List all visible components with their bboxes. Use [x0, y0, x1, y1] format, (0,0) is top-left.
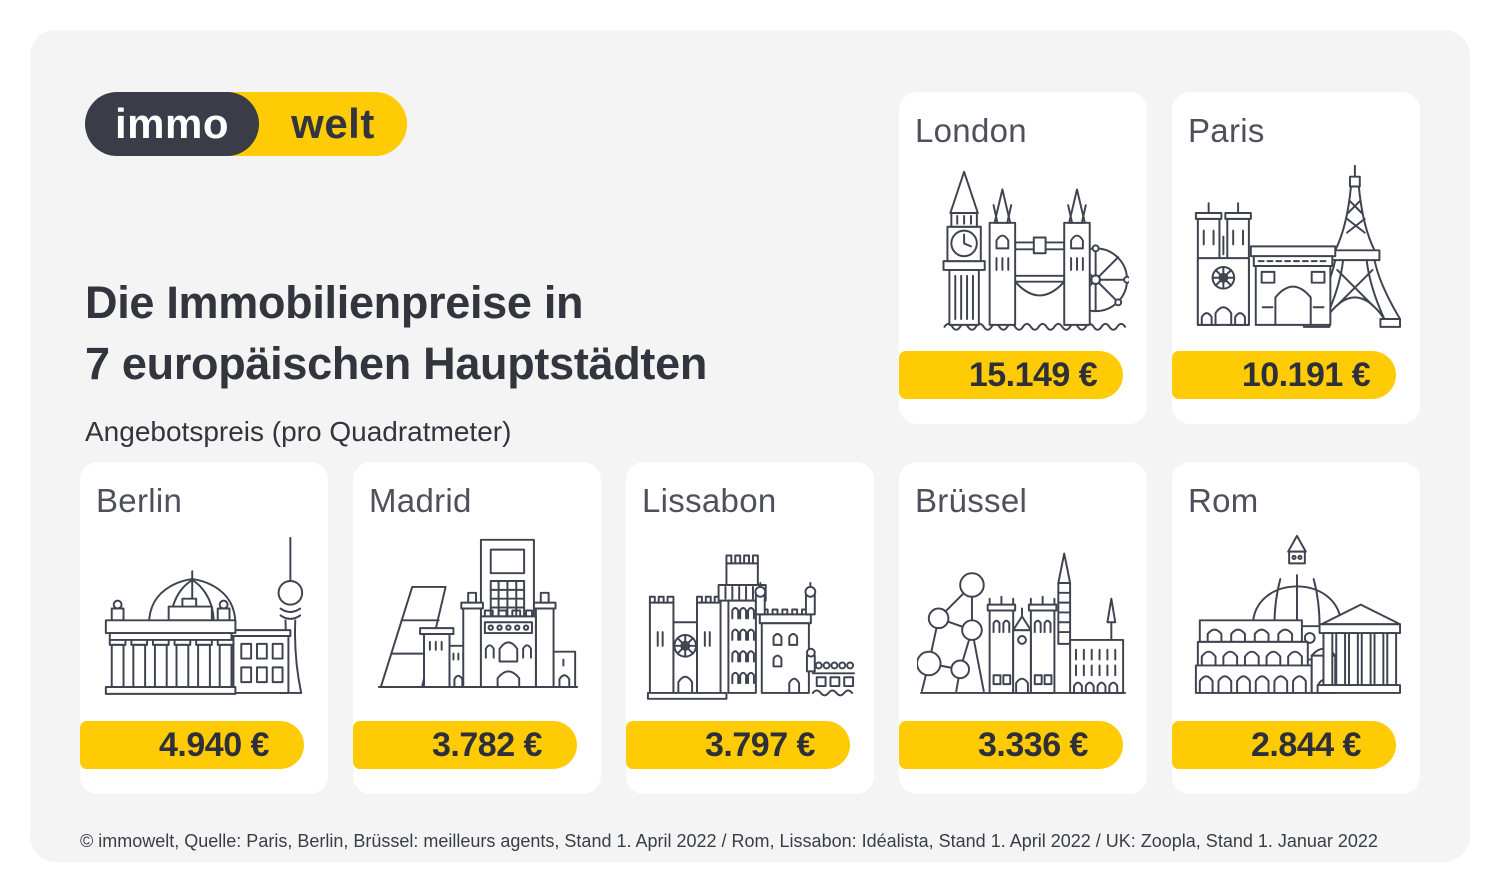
card-illustration	[363, 522, 591, 705]
logo-immo-text: immo	[114, 100, 229, 147]
city-name: Madrid	[369, 482, 472, 519]
paris-notre-dame-arc-de-triomphe-eiffel-tower-icon	[1194, 165, 1402, 329]
infographic-title: Die Immobilienpreise in 7 europäischen H…	[85, 272, 874, 394]
city-name: Paris	[1188, 112, 1265, 149]
price-value: 4.940 €	[159, 725, 269, 764]
lisbon-cathedral-santa-justa-belem-tower-icon	[646, 554, 856, 701]
price-badge: 3.336 €	[899, 721, 1123, 769]
bottom-row: Berlin	[80, 462, 1420, 794]
title-line-1: Die Immobilienpreise in	[85, 277, 584, 328]
city-card-lissabon: Lissabon	[626, 462, 874, 794]
infographic-subtitle: Angebotspreis (pro Quadratmeter)	[85, 416, 512, 447]
price-value: 15.149 €	[968, 355, 1098, 394]
city-card-paris: Paris	[1172, 92, 1420, 424]
card-illustration	[636, 522, 864, 705]
price-badge: 4.940 €	[80, 721, 304, 769]
top-row: immo welt Die Immobilienpreise in 7 euro…	[80, 92, 1420, 448]
card-illustration	[1182, 522, 1410, 705]
card-illustration	[909, 152, 1137, 335]
price-value: 3.782 €	[432, 725, 542, 764]
city-card-madrid: Madrid	[353, 462, 601, 794]
price-value: 3.336 €	[978, 725, 1088, 764]
immowelt-logo: immo welt	[85, 92, 407, 156]
city-name: Lissabon	[642, 482, 777, 519]
city-name: Berlin	[96, 482, 183, 519]
source-footnote: © immowelt, Quelle: Paris, Berlin, Brüss…	[80, 831, 1378, 851]
logo-welt-label: welt	[259, 92, 407, 156]
city-card-london: London	[899, 92, 1147, 424]
city-card-bruessel: Brüssel	[899, 462, 1147, 794]
card-illustration	[909, 522, 1137, 705]
price-value: 3.797 €	[705, 725, 815, 764]
card-illustration	[1182, 152, 1410, 335]
logo-welt-text: welt	[291, 100, 375, 147]
price-badge: 3.797 €	[626, 721, 850, 769]
card-illustration	[90, 522, 318, 705]
intro-block: immo welt Die Immobilienpreise in 7 euro…	[80, 92, 874, 448]
city-card-rom: Rom	[1172, 462, 1420, 794]
city-name: London	[915, 112, 1027, 149]
city-name: Rom	[1188, 482, 1259, 519]
price-value: 2.844 €	[1251, 725, 1361, 764]
price-badge: 15.149 €	[899, 351, 1123, 399]
price-badge: 10.191 €	[1172, 351, 1396, 399]
brussels-atomium-cathedral-town-hall-icon	[917, 552, 1127, 695]
price-badge: 3.782 €	[353, 721, 577, 769]
berlin-brandenburg-gate-reichstag-tv-tower-icon	[104, 537, 304, 696]
logo-immo-pill: immo	[85, 92, 259, 156]
infographic-panel: immo welt Die Immobilienpreise in 7 euro…	[30, 30, 1470, 862]
price-badge: 2.844 €	[1172, 721, 1396, 769]
rome-colosseum-st-peters-dome-pantheon-icon	[1194, 535, 1402, 695]
title-line-2: 7 europäischen Hauptstädten	[85, 338, 708, 389]
city-name: Brüssel	[915, 482, 1028, 519]
price-value: 10.191 €	[1241, 355, 1371, 394]
city-card-berlin: Berlin	[80, 462, 328, 794]
london-big-ben-tower-bridge-london-eye-icon	[942, 171, 1129, 332]
madrid-kio-tower-skyscraper-palace-icon	[377, 539, 579, 689]
